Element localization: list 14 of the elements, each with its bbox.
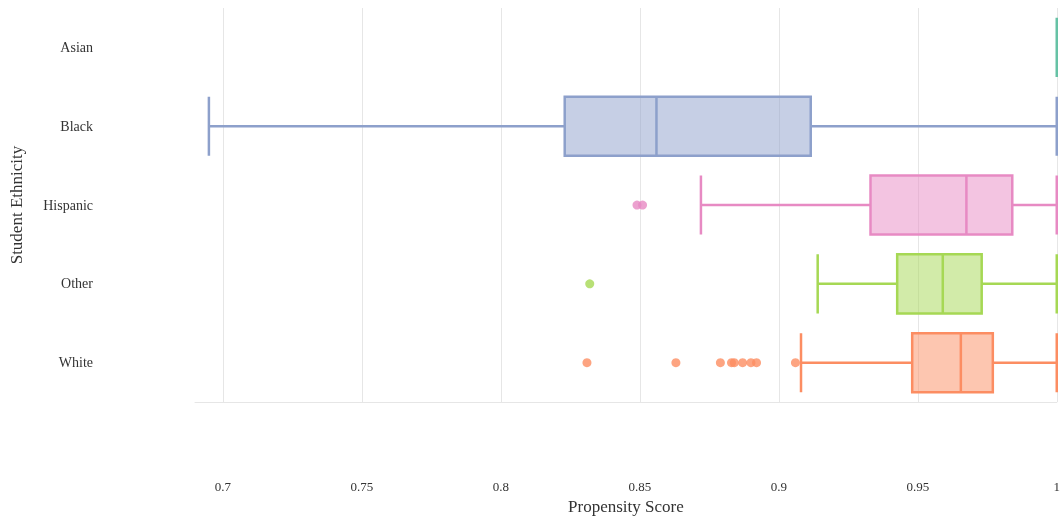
x-tick-label: 0.9 (770, 479, 787, 495)
y-axis-title: Student Ethnicity (7, 145, 26, 265)
x-tick-label: 1 (1053, 479, 1060, 495)
y-tick-label: Asian (60, 39, 93, 55)
x-tick-label: 0.8 (492, 479, 509, 495)
y-tick-label: Hispanic (43, 197, 93, 213)
x-tick-label: 0.85 (628, 479, 652, 495)
x-tick-label: 0.7 (214, 479, 232, 495)
x-axis-title: Propensity Score (568, 497, 684, 516)
x-tick-label: 0.75 (350, 479, 374, 495)
y-tick-label: Other (61, 276, 94, 292)
y-tick-label: Black (60, 118, 93, 134)
y-tick-label: White (58, 355, 93, 371)
x-tick-label: 0.95 (906, 479, 930, 495)
